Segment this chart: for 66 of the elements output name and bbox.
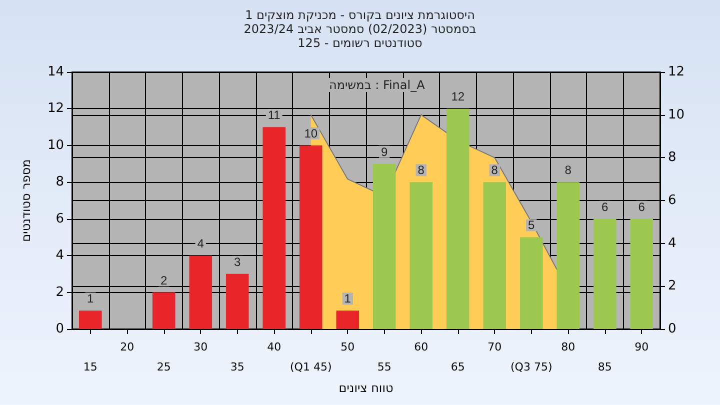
x-tick-label: (Q3 75) xyxy=(510,360,552,374)
x-tick-label: 35 xyxy=(230,360,244,374)
data-label: 5 xyxy=(528,218,536,232)
annotation: במשימה : Final_A xyxy=(329,78,426,92)
data-label: 1 xyxy=(344,292,352,306)
y2-tick-label: 2 xyxy=(668,278,676,294)
x-tick-label: 50 xyxy=(340,340,355,354)
x-tick-label: 25 xyxy=(156,360,171,374)
y-tick-label: 2 xyxy=(56,284,64,300)
data-label: 10 xyxy=(304,126,318,140)
x-tick-label: 80 xyxy=(561,340,576,354)
data-label: 6 xyxy=(602,200,609,214)
data-label: 8 xyxy=(564,163,572,178)
y2-tick-label: 8 xyxy=(668,150,676,166)
bar xyxy=(446,108,470,329)
bar xyxy=(262,127,286,329)
bar xyxy=(299,145,322,329)
y-tick-label: 0 xyxy=(56,322,64,336)
bar xyxy=(226,274,249,329)
x-tick-label: 90 xyxy=(634,340,649,354)
bar xyxy=(189,256,212,329)
bar xyxy=(483,182,506,329)
y2-tick-label: 10 xyxy=(668,107,685,122)
y-tick-label: 12 xyxy=(47,101,64,116)
y-axis-title: מספר סטודנטים xyxy=(19,159,33,242)
data-label: 2 xyxy=(160,273,168,288)
x-tick-label: 55 xyxy=(377,360,392,374)
x-tick-label: 30 xyxy=(194,340,208,354)
data-label: 6 xyxy=(638,200,646,214)
data-label: 8 xyxy=(418,163,425,178)
y-tick-label: 4 xyxy=(56,248,64,264)
y-tick-label: 6 xyxy=(56,211,64,226)
data-label: 3 xyxy=(234,254,242,269)
bar xyxy=(556,182,580,329)
y2-tick-label: 4 xyxy=(668,236,676,251)
data-label: 11 xyxy=(268,108,281,122)
y-tick-label: 14 xyxy=(47,64,64,80)
x-tick-label: (Q1 45) xyxy=(290,360,332,374)
x-tick-label: 40 xyxy=(267,340,282,354)
bar xyxy=(630,218,654,329)
x-axis-title: טווח ציונים xyxy=(338,380,394,395)
y-tick-label: 10 xyxy=(47,138,64,153)
data-label: 4 xyxy=(197,236,204,251)
data-label: 9 xyxy=(381,144,388,159)
x-tick-label: 60 xyxy=(414,340,428,354)
y-tick-label: 8 xyxy=(56,174,64,190)
chart-subtitle: בסמסטר (02/2023) סמסטר אביב 2023/24 סטודנטים רשומים - 125 xyxy=(242,22,478,50)
data-label: 1 xyxy=(87,292,94,306)
chart-title: היסטוגרמת ציונים בקורס - מכניקת מוצקים 1 xyxy=(244,8,476,22)
bar xyxy=(410,182,433,329)
bar xyxy=(336,310,360,329)
x-tick-label: 65 xyxy=(450,360,465,374)
bar xyxy=(520,237,543,329)
y2-tick-label: 6 xyxy=(668,193,676,208)
bar xyxy=(372,164,396,329)
y2-tick-label: 12 xyxy=(668,64,685,80)
y2-tick-label: 0 xyxy=(668,322,676,336)
x-tick-label: 70 xyxy=(488,340,502,354)
x-tick-label: 15 xyxy=(83,360,98,374)
bar xyxy=(152,292,176,329)
bar xyxy=(78,310,102,329)
x-tick-label: 20 xyxy=(120,340,134,354)
data-label: 12 xyxy=(451,90,465,104)
bar xyxy=(593,218,616,329)
x-tick-label: 85 xyxy=(598,360,612,374)
data-label: 8 xyxy=(491,163,498,178)
